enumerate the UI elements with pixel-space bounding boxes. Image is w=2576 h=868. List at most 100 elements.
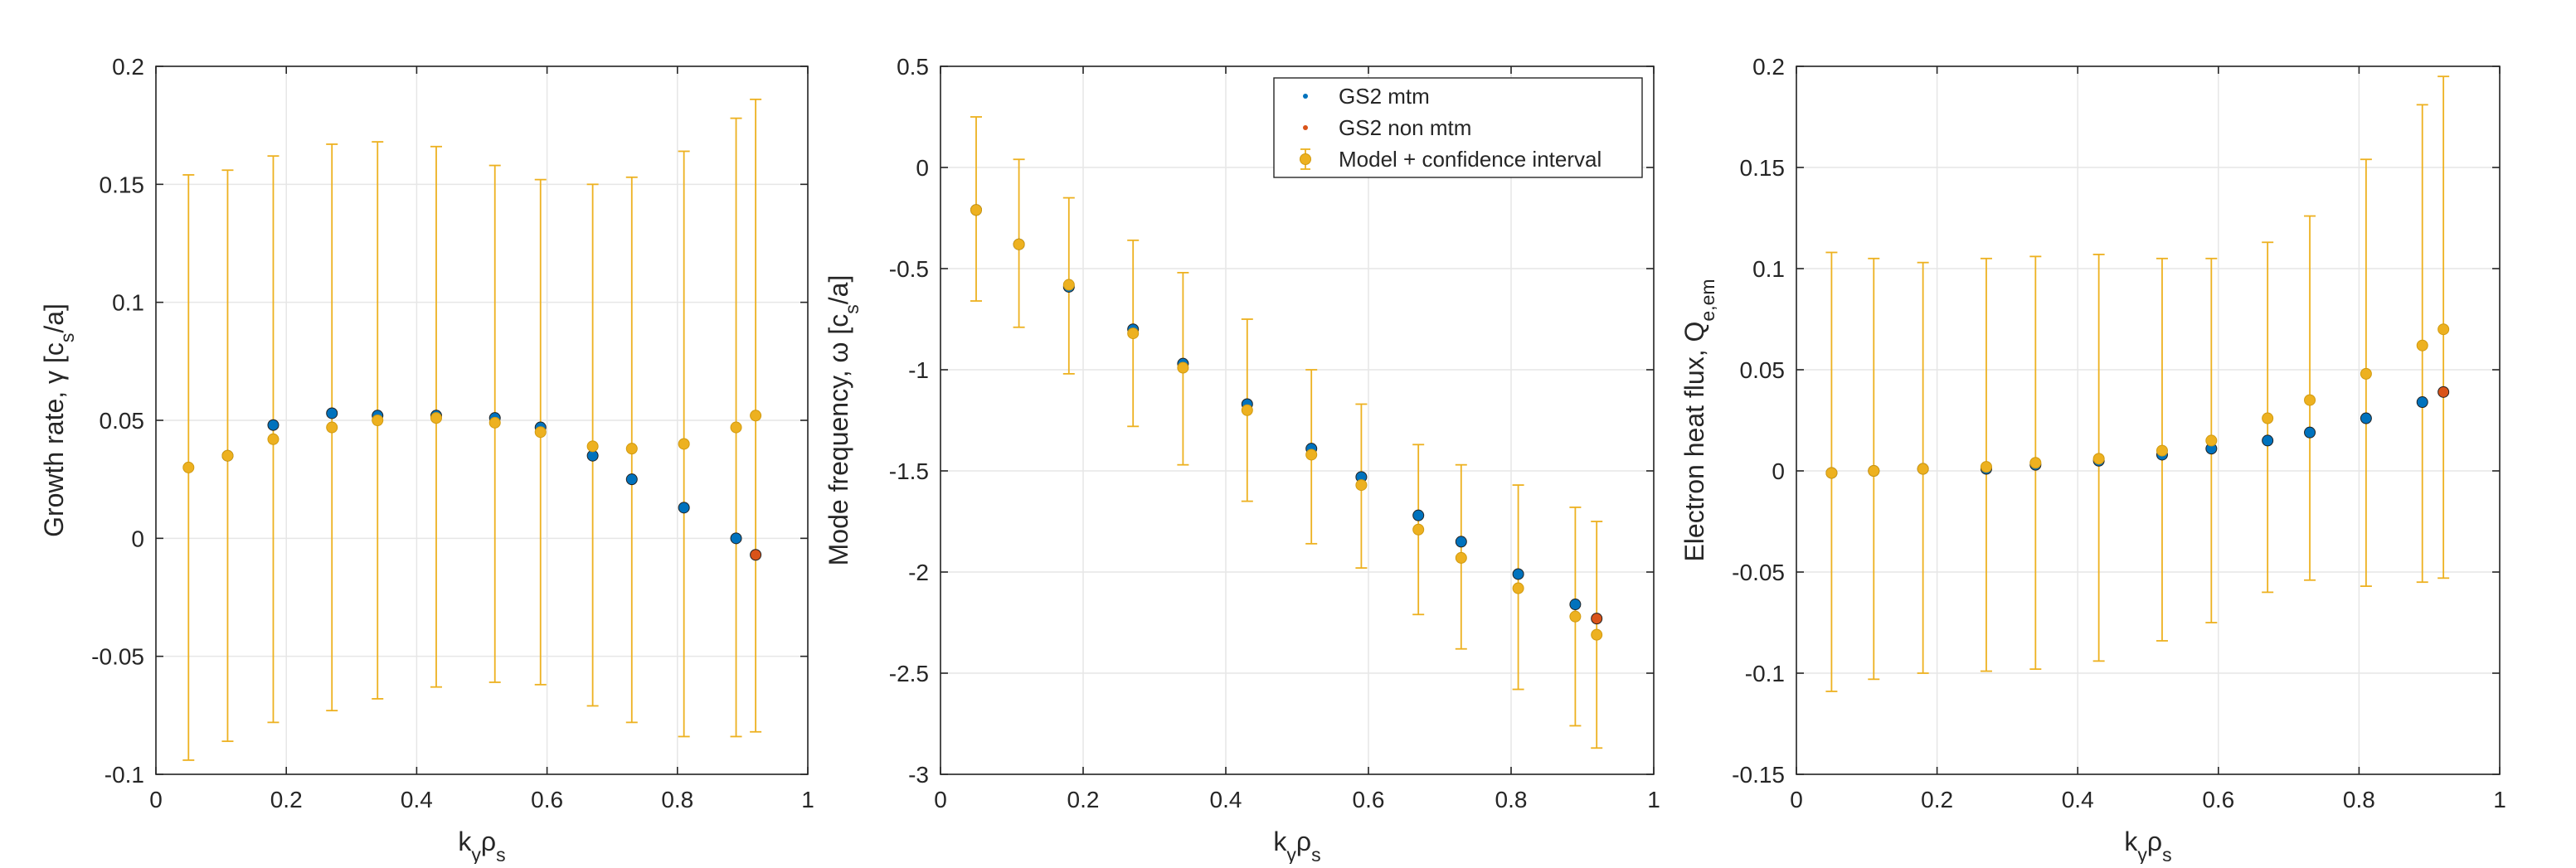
model-point [1355, 479, 1368, 492]
y-tick-label: 0.5 [897, 54, 929, 80]
model-point [2156, 444, 2168, 457]
model-point [534, 426, 547, 439]
model-point [221, 449, 234, 462]
gs2-mtm-point [678, 502, 690, 514]
model-point [182, 461, 195, 473]
x-axis-label: kyρs [1273, 827, 1320, 864]
gs2-mtm-point [1512, 568, 1524, 580]
x-tick-label: 0.6 [531, 787, 563, 812]
model-point [1412, 523, 1425, 536]
x-tick-label: 0.8 [661, 787, 693, 812]
x-tick-label: 0.6 [1353, 787, 1385, 812]
x-tick-label: 0.4 [1210, 787, 1242, 812]
model-point [1241, 404, 1253, 416]
legend-marker-gs2-mtm [1303, 94, 1308, 99]
model-point [372, 415, 384, 426]
model-point [2029, 457, 2042, 469]
gs2-mtm-point [2360, 412, 2372, 424]
y-tick-label: 0 [916, 155, 929, 181]
legend: GS2 mtm GS2 non mtm Model + confidence int… [1273, 77, 1643, 178]
model-point [1305, 449, 1318, 461]
gs2-mtm-point [267, 419, 279, 431]
model-point [1868, 465, 1880, 477]
x-tick-label: 0.2 [1921, 787, 1953, 812]
legend-marker-model [1300, 153, 1311, 165]
model-point [678, 438, 690, 450]
x-tick-label: 0.2 [270, 787, 303, 812]
x-tick-label: 1 [2493, 787, 2506, 812]
y-tick-label: 0.05 [1740, 357, 1786, 383]
x-tick-label: 0.4 [401, 787, 433, 812]
gs2-mtm-point [730, 532, 742, 545]
x-tick-label: 1 [801, 787, 814, 812]
gs2-mtm-point [326, 407, 338, 419]
y-tick-label: 0.05 [100, 408, 145, 434]
model-point [1455, 551, 1467, 564]
model-point [1512, 582, 1524, 594]
x-tick-label: 0 [149, 787, 163, 812]
x-tick-label: 1 [1647, 787, 1660, 812]
model-point [625, 443, 638, 455]
gs2-non-mtm-point [1591, 613, 1603, 625]
y-tick-label: -1 [908, 357, 929, 383]
gs2-mtm-point [1412, 509, 1425, 521]
y-tick-label: -0.5 [889, 256, 929, 282]
legend-box [1273, 77, 1643, 178]
model-point [586, 440, 599, 453]
model-point [2205, 434, 2218, 447]
plot-area [940, 66, 1654, 774]
x-axis-label: kyρs [458, 827, 505, 864]
model-point [1591, 628, 1603, 641]
gs2-mtm-point [625, 473, 638, 486]
model-point [2437, 323, 2450, 336]
y-tick-label: 0.2 [112, 54, 144, 80]
plot-area [1796, 66, 2500, 774]
legend-label: GS2 mtm [1339, 84, 1430, 109]
model-point [2262, 412, 2274, 424]
x-tick-label: 0.4 [2062, 787, 2094, 812]
model-point [970, 204, 982, 216]
y-tick-label: -0.05 [91, 644, 144, 670]
model-point [1569, 610, 1582, 623]
y-tick-label: -1.5 [889, 458, 929, 484]
y-axis-label: Mode frequency, ω [cs/a] [824, 275, 863, 566]
axes-box [1796, 65, 2501, 775]
y-tick-label: 0.15 [1740, 155, 1786, 181]
x-tick-label: 0 [1790, 787, 1803, 812]
gs2-mtm-point [2416, 396, 2428, 409]
x-axis-label: kyρs [2124, 827, 2171, 864]
y-tick-label: -2 [908, 560, 929, 585]
y-tick-label: -0.1 [1745, 661, 1785, 686]
model-point [1980, 461, 1992, 473]
panel-electron-heat-flux: 0 0.2 0.4 0.6 0.8 1 -0.15 -0.1 -0.05 0 0.05 0.1 0.15… [1679, 54, 2506, 866]
legend-marker-gs2-non-mtm [1303, 125, 1308, 130]
model-point [1062, 279, 1075, 291]
x-tick-label: 0.8 [1495, 787, 1528, 812]
x-tick-label: 0.8 [2343, 787, 2375, 812]
y-tick-label: 0.15 [100, 172, 145, 197]
axes-box [940, 65, 1655, 775]
model-point [1917, 463, 1929, 475]
model-point [2304, 394, 2316, 406]
model-point [326, 421, 338, 434]
y-tick-label: 0 [1772, 458, 1785, 484]
gs2-mtm-point [1569, 599, 1582, 611]
y-tick-label: -0.1 [104, 762, 144, 788]
y-tick-label: 0.2 [1752, 54, 1785, 80]
x-tick-label: 0.2 [1067, 787, 1100, 812]
model-point [2092, 453, 2105, 465]
model-point [2360, 367, 2372, 380]
legend-label: GS2 non mtm [1339, 115, 1471, 140]
model-point [1177, 361, 1189, 374]
gs2-mtm-point [1455, 536, 1467, 548]
model-point [2416, 339, 2428, 352]
model-point [430, 412, 442, 424]
y-tick-label: 0 [131, 526, 144, 551]
y-tick-label: 0.1 [1752, 256, 1785, 282]
model-point [730, 421, 742, 434]
y-axis-label: Growth rate, γ [cs/a] [39, 303, 78, 537]
panel-growth-rate: 0 0.2 0.4 0.6 0.8 1 -0.1 -0.05 0 0.05 0.1 0.15 0.2 ky… [39, 54, 814, 866]
gs2-mtm-point [2262, 434, 2274, 447]
